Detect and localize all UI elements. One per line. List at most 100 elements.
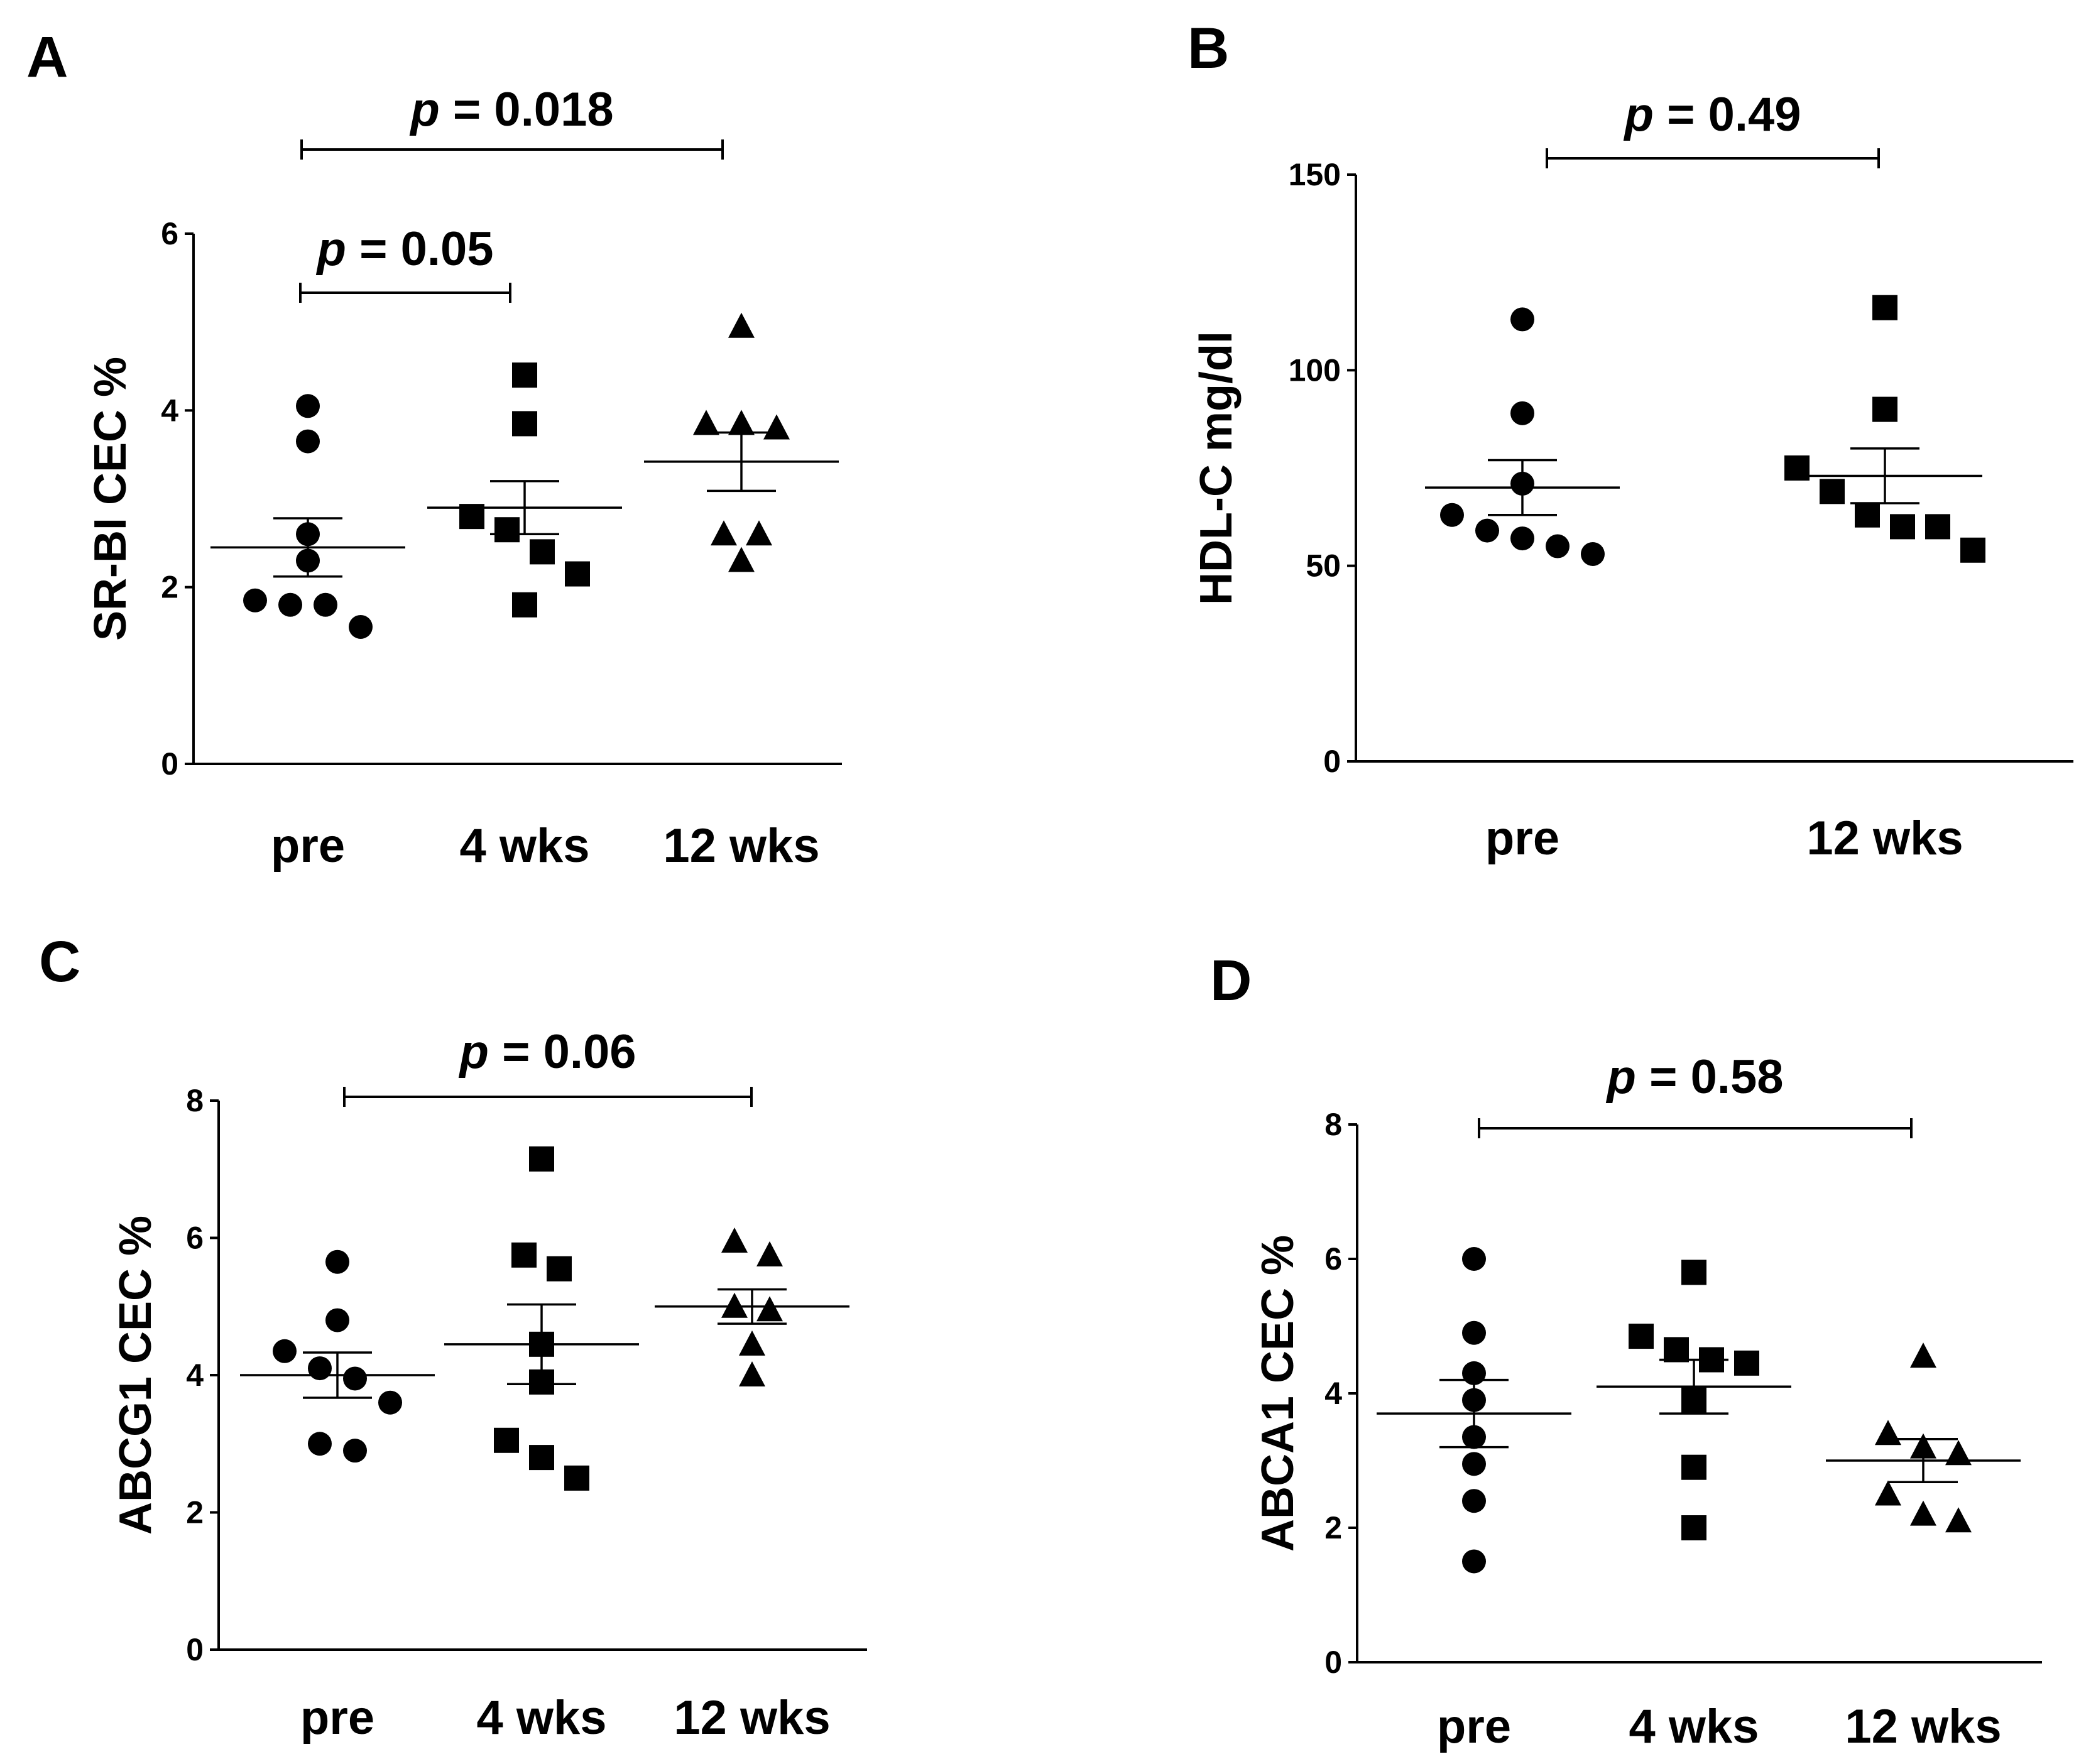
x-category-label: 4 wks xyxy=(476,1691,606,1745)
y-axis-title: SR-BI CEC % xyxy=(85,357,136,641)
data-point xyxy=(1875,1480,1901,1506)
data-point xyxy=(1925,514,1950,540)
p-value: = 0.05 xyxy=(346,222,494,276)
data-point xyxy=(273,1339,297,1363)
data-point xyxy=(565,561,590,587)
series-4-wks xyxy=(1597,1260,1791,1540)
data-point xyxy=(1875,1420,1901,1446)
y-tick-label: 2 xyxy=(1324,1510,1342,1545)
x-category-label: 12 wks xyxy=(1806,812,1963,865)
y-axis-title: HDL-C mg/dl xyxy=(1191,331,1242,605)
x-category-label: 12 wks xyxy=(663,819,819,873)
significance-bracket: p = 0.06 xyxy=(343,1025,753,1107)
data-point xyxy=(1629,1324,1654,1349)
significance-bracket: p = 0.05 xyxy=(299,222,511,303)
data-point xyxy=(378,1390,402,1415)
p-value-label: p = 0.49 xyxy=(1624,88,1801,141)
data-point xyxy=(1820,479,1845,504)
y-tick-label: 0 xyxy=(161,746,178,781)
data-point xyxy=(1510,401,1534,425)
series-12-wks xyxy=(1784,295,1985,563)
data-point xyxy=(763,414,790,440)
data-point xyxy=(1581,542,1605,566)
data-point xyxy=(1462,1489,1486,1513)
p-symbol: p xyxy=(1624,88,1654,141)
panel-letter: D xyxy=(1210,949,1252,1013)
data-point xyxy=(1681,1515,1706,1540)
series-4-wks xyxy=(444,1146,639,1491)
y-tick-label: 50 xyxy=(1306,548,1341,584)
data-point xyxy=(1664,1337,1689,1363)
p-symbol: p xyxy=(409,83,439,136)
data-point xyxy=(529,1146,554,1172)
data-point xyxy=(547,1256,572,1282)
series-pre xyxy=(1425,307,1620,566)
data-point xyxy=(721,1292,748,1318)
data-point xyxy=(756,1241,783,1266)
data-point xyxy=(739,1330,765,1356)
series-12-wks xyxy=(655,1227,849,1386)
data-point xyxy=(1734,1350,1759,1376)
data-point xyxy=(1475,518,1499,543)
series-pre xyxy=(210,394,405,639)
y-tick-label: 150 xyxy=(1289,157,1341,192)
data-point xyxy=(529,1445,554,1471)
data-point xyxy=(564,1465,589,1491)
data-point xyxy=(721,1227,748,1253)
data-point xyxy=(1910,1500,1936,1526)
data-point xyxy=(1960,537,1985,563)
data-point xyxy=(756,1296,783,1322)
data-point xyxy=(1462,1549,1486,1574)
y-axis-title: ABCG1 CEC % xyxy=(111,1216,161,1535)
x-category-label: pre xyxy=(300,1691,374,1745)
data-point xyxy=(1872,396,1897,422)
data-point xyxy=(1462,1452,1486,1476)
p-symbol: p xyxy=(459,1025,489,1079)
p-value: = 0.018 xyxy=(440,83,614,136)
p-value-label: p = 0.05 xyxy=(316,222,494,276)
data-point xyxy=(728,312,755,338)
p-value-label: p = 0.06 xyxy=(459,1025,636,1079)
y-tick-label: 6 xyxy=(186,1221,204,1256)
y-tick-label: 0 xyxy=(1323,744,1341,779)
data-point xyxy=(1872,295,1897,320)
significance-bracket: p = 0.49 xyxy=(1546,88,1880,168)
p-value: = 0.49 xyxy=(1654,88,1801,141)
series-12-wks xyxy=(1826,1342,2021,1533)
data-point xyxy=(494,517,520,543)
x-category-label: 4 wks xyxy=(1629,1700,1759,1753)
panel-letter: C xyxy=(39,930,80,994)
panel-letter: B xyxy=(1187,16,1229,80)
data-point xyxy=(343,1439,367,1463)
data-point xyxy=(1945,1507,1972,1533)
p-symbol: p xyxy=(316,222,346,276)
x-category-label: pre xyxy=(271,819,345,873)
series-pre xyxy=(1377,1247,1571,1574)
p-symbol: p xyxy=(1606,1050,1636,1104)
data-point xyxy=(1855,502,1880,528)
panel-c: C 0 2 4 6 8 ABCG1 CEC % pre 4 wks 12 wks p = 0.06 xyxy=(39,930,867,1745)
y-tick-label: 4 xyxy=(161,393,178,428)
data-point xyxy=(325,1250,349,1274)
data-point xyxy=(693,410,719,435)
data-point xyxy=(1462,1320,1486,1345)
p-value: = 0.06 xyxy=(489,1025,636,1079)
data-point xyxy=(512,362,537,388)
data-point xyxy=(1681,1260,1706,1285)
x-category-label: 4 wks xyxy=(459,819,589,873)
data-point xyxy=(746,520,772,546)
data-point xyxy=(739,1361,765,1386)
y-tick-label: 6 xyxy=(1324,1241,1342,1277)
data-point xyxy=(711,520,737,546)
p-value-label: p = 0.018 xyxy=(409,83,613,136)
x-category-label: 12 wks xyxy=(1845,1700,2001,1753)
data-point xyxy=(728,410,755,435)
x-category-label: pre xyxy=(1437,1700,1511,1753)
data-point xyxy=(728,547,755,572)
y-tick-label: 2 xyxy=(161,570,178,605)
y-tick-label: 0 xyxy=(186,1632,204,1667)
data-point xyxy=(308,1432,332,1456)
y-tick-label: 100 xyxy=(1289,352,1341,388)
